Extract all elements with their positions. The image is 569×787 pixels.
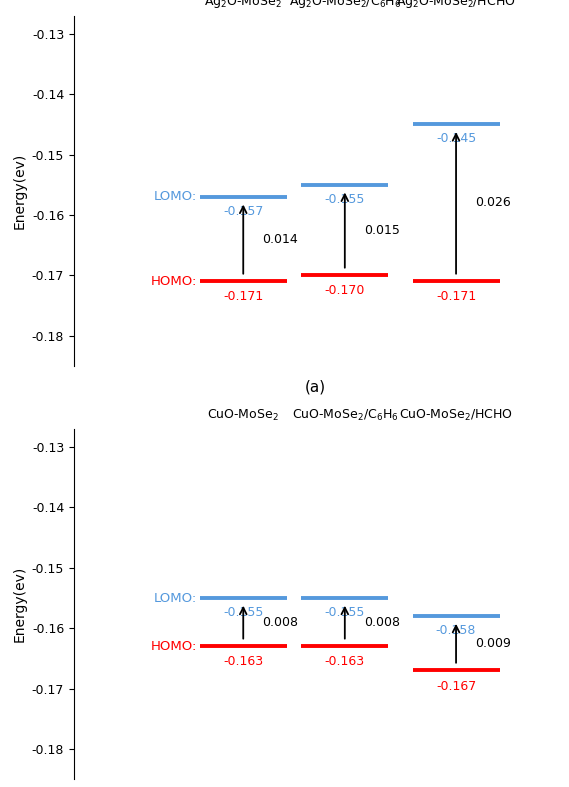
Text: HOMO:: HOMO: <box>151 640 197 652</box>
Y-axis label: Energy(ev): Energy(ev) <box>13 566 26 642</box>
Text: -0.171: -0.171 <box>436 290 476 304</box>
Text: -0.167: -0.167 <box>436 679 476 693</box>
Text: -0.145: -0.145 <box>436 132 476 146</box>
Text: -0.171: -0.171 <box>223 290 263 304</box>
Text: -0.157: -0.157 <box>223 205 263 218</box>
Text: 0.009: 0.009 <box>475 637 512 650</box>
Y-axis label: Energy(ev): Energy(ev) <box>13 153 26 229</box>
Text: -0.158: -0.158 <box>436 624 476 637</box>
Text: Ag$_2$O-MoSe$_2$/C$_6$H$_6$: Ag$_2$O-MoSe$_2$/C$_6$H$_6$ <box>288 0 401 9</box>
Text: -0.155: -0.155 <box>223 606 263 619</box>
Text: CuO-MoSe$_2$: CuO-MoSe$_2$ <box>207 408 279 423</box>
Text: HOMO:: HOMO: <box>151 275 197 288</box>
Text: -0.155: -0.155 <box>325 606 365 619</box>
Text: LOMO:: LOMO: <box>154 190 197 203</box>
Text: -0.163: -0.163 <box>325 656 365 668</box>
Text: LOMO:: LOMO: <box>154 592 197 604</box>
Text: 0.008: 0.008 <box>262 615 299 629</box>
Text: -0.155: -0.155 <box>325 193 365 205</box>
Text: CuO-MoSe$_2$/C$_6$H$_6$: CuO-MoSe$_2$/C$_6$H$_6$ <box>291 408 398 423</box>
Text: 0.015: 0.015 <box>364 224 400 237</box>
Text: 0.026: 0.026 <box>475 197 511 209</box>
Text: 0.008: 0.008 <box>364 615 400 629</box>
Text: 0.014: 0.014 <box>262 233 298 246</box>
Text: Ag$_2$O-MoSe$_2$/HCHO: Ag$_2$O-MoSe$_2$/HCHO <box>396 0 516 9</box>
Text: (a): (a) <box>305 380 327 395</box>
Text: CuO-MoSe$_2$/HCHO: CuO-MoSe$_2$/HCHO <box>399 408 513 423</box>
Text: -0.170: -0.170 <box>325 284 365 297</box>
Text: -0.163: -0.163 <box>223 656 263 668</box>
Text: Ag$_2$O-MoSe$_2$: Ag$_2$O-MoSe$_2$ <box>204 0 282 9</box>
